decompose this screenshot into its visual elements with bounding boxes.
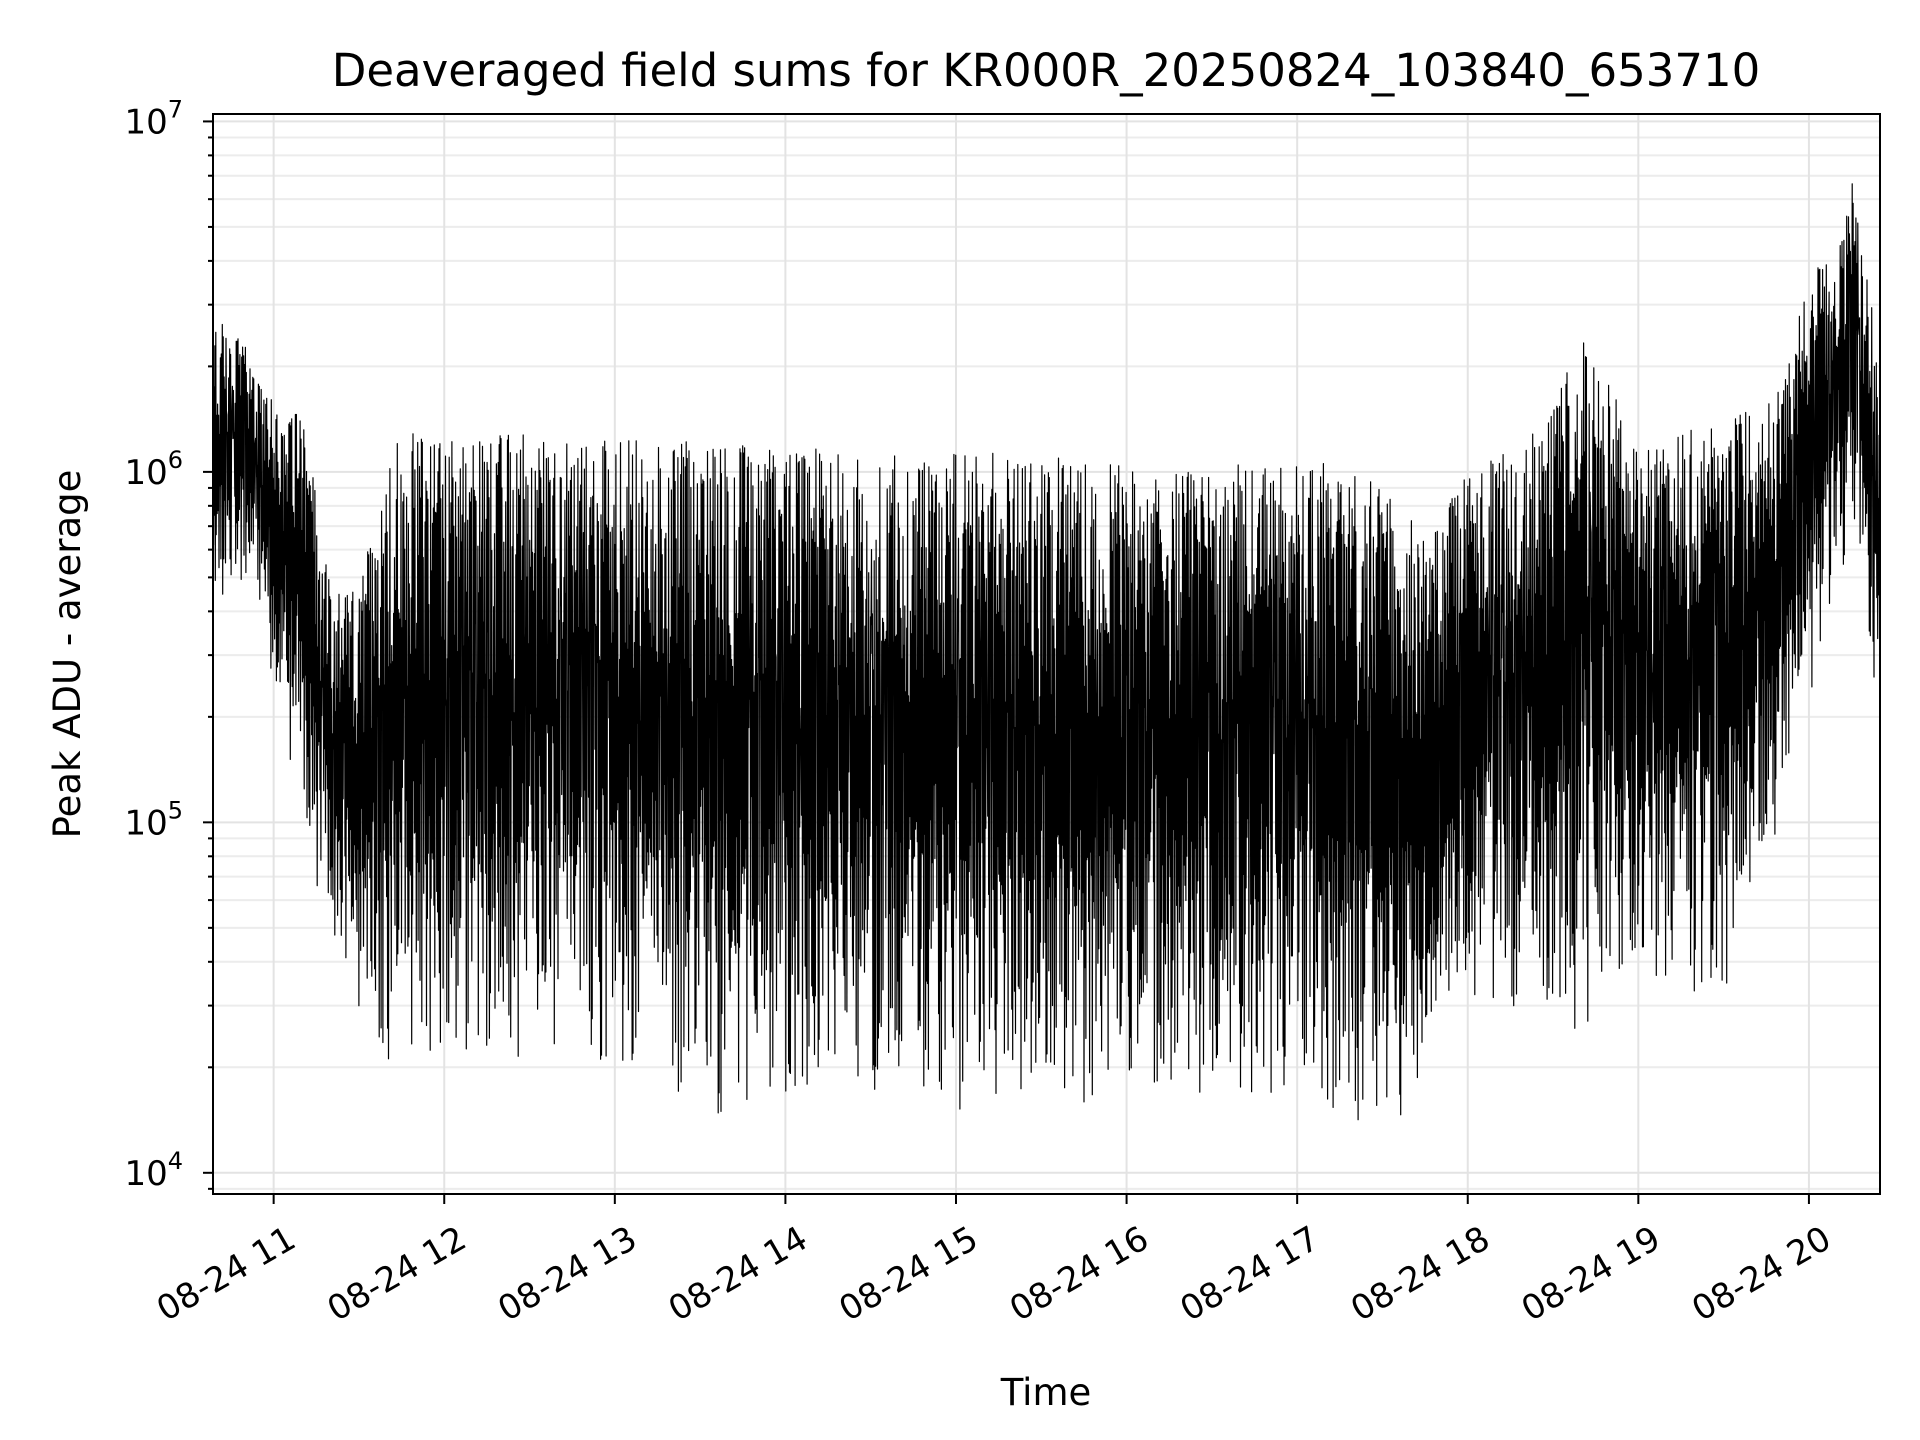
series-line	[212, 183, 1881, 1121]
y-tick-label: 106	[124, 446, 183, 493]
y-axis: 104 105 106 107	[124, 95, 213, 1194]
y-tick-label: 104	[124, 1147, 183, 1194]
chart-title: Deaveraged field sums for KR000R_2025082…	[332, 44, 1761, 97]
series-trace	[212, 183, 1881, 1121]
plot-frame	[212, 113, 1881, 1195]
y-tick-label: 107	[124, 95, 183, 142]
x-axis-label: Time	[1000, 1371, 1092, 1414]
y-axis-label: Peak ADU - average	[46, 470, 89, 839]
y-tick-label: 105	[124, 796, 183, 843]
